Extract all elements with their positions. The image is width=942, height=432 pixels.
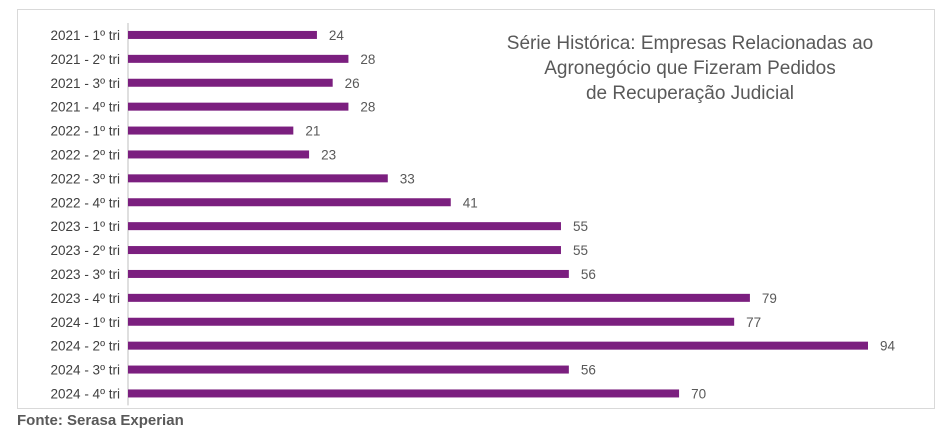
category-label: 2022 - 3º tri — [51, 171, 120, 186]
bar — [128, 317, 735, 326]
bar — [128, 102, 349, 111]
category-label: 2022 - 2º tri — [51, 147, 120, 162]
bar — [128, 30, 317, 39]
chart-title-line-3: de Recuperação Judicial — [585, 83, 795, 104]
bar — [128, 389, 680, 398]
data-label: 79 — [762, 291, 777, 306]
bar — [128, 78, 333, 87]
bar — [128, 365, 569, 374]
category-label: 2023 - 4º tri — [51, 291, 120, 306]
data-label: 24 — [329, 28, 345, 43]
source-note: Fonte: Serasa Experian — [17, 412, 184, 429]
data-label: 41 — [463, 195, 478, 210]
data-label: 33 — [400, 171, 415, 186]
bar — [128, 174, 388, 183]
category-label: 2022 - 1º tri — [51, 124, 120, 139]
bar — [128, 293, 750, 302]
chart-title-line-2: Agronegócio que Fizeram Pedidos — [544, 58, 836, 79]
bar — [128, 269, 569, 278]
category-label: 2021 - 3º tri — [51, 76, 120, 91]
data-label: 94 — [880, 339, 896, 354]
category-label: 2023 - 3º tri — [51, 267, 120, 282]
category-label: 2024 - 1º tri — [51, 315, 120, 330]
data-label: 55 — [573, 243, 588, 258]
category-label: 2024 - 3º tri — [51, 363, 120, 378]
data-label: 70 — [691, 386, 706, 401]
bar — [128, 222, 561, 231]
chart-title: Série Histórica: Empresas Relacionadas a… — [440, 31, 940, 106]
chart-title-line-1: Série Histórica: Empresas Relacionadas a… — [506, 33, 874, 54]
data-label: 56 — [581, 363, 596, 378]
bar — [128, 126, 294, 135]
data-label: 26 — [345, 76, 360, 91]
category-label: 2023 - 1º tri — [51, 219, 120, 234]
data-label: 77 — [746, 315, 761, 330]
category-label: 2021 - 1º tri — [51, 28, 120, 43]
category-label: 2024 - 4º tri — [51, 386, 120, 401]
data-label: 21 — [305, 124, 320, 139]
category-label: 2022 - 4º tri — [51, 195, 120, 210]
category-label: 2021 - 2º tri — [51, 52, 120, 67]
bar — [128, 198, 451, 207]
data-label: 23 — [321, 147, 336, 162]
data-label: 56 — [581, 267, 596, 282]
data-label: 28 — [360, 52, 375, 67]
category-label: 2023 - 2º tri — [51, 243, 120, 258]
category-label: 2021 - 4º tri — [51, 100, 120, 115]
bar — [128, 341, 868, 350]
data-label: 55 — [573, 219, 588, 234]
bar — [128, 246, 561, 255]
data-label: 28 — [360, 100, 375, 115]
bar — [128, 54, 349, 63]
bar — [128, 150, 310, 159]
category-label: 2024 - 2º tri — [51, 339, 120, 354]
